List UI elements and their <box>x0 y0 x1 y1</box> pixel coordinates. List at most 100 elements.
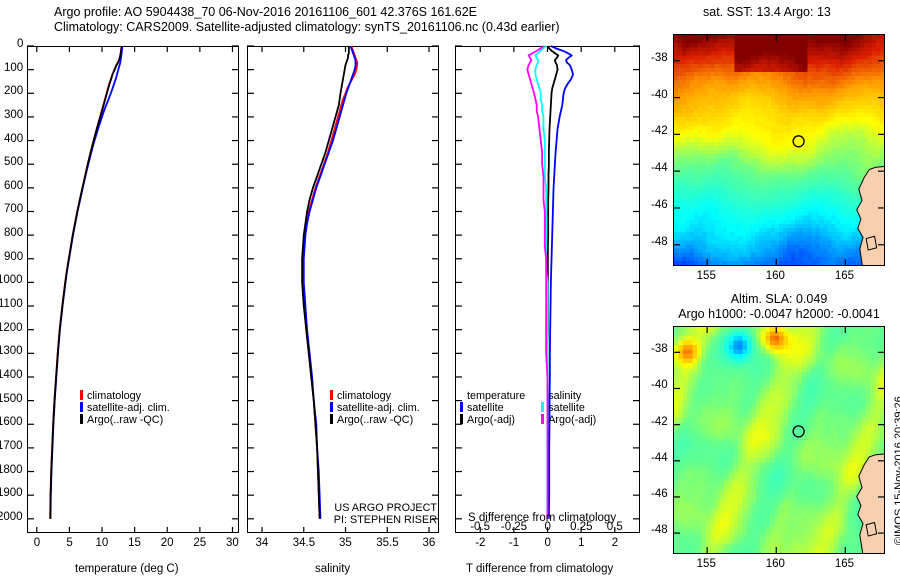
salinity-xlabel: salinity <box>315 563 351 575</box>
legend-item: Argo(-adj) <box>460 414 525 426</box>
tick-label: 0 <box>544 521 551 533</box>
tick-label: 1 <box>578 537 585 549</box>
legend-label: satellite <box>467 402 504 414</box>
legend-swatch-satellite <box>330 402 333 412</box>
tick-label: 0 <box>33 537 41 549</box>
tick-label: -0.25 <box>500 521 528 533</box>
legend-label: Argo(..raw -QC) <box>87 414 164 426</box>
tick-label: 0.25 <box>570 521 593 533</box>
tick-label: 34.5 <box>292 537 316 549</box>
sla-map-canvas <box>674 327 884 553</box>
sla-title-line-2: Argo h1000: -0.0047 h2000: -0.0041 <box>678 307 880 321</box>
legend-group-header: temperature <box>467 390 526 402</box>
temperature-panel <box>27 46 239 533</box>
salinity-legend: climatology satellite-adj. clim. Argo(..… <box>330 390 420 426</box>
tick-label: 1300 <box>0 345 23 358</box>
tick-label: 0 <box>17 38 24 50</box>
tick-label: 2000 <box>0 510 23 523</box>
tick-label: -40 <box>651 379 668 392</box>
legend-swatch-temp-satellite <box>460 402 463 412</box>
difference-plot-canvas <box>455 45 640 533</box>
tick-label: 500 <box>4 156 24 169</box>
salinity-panel <box>247 46 439 533</box>
tick-label: 30 <box>225 537 239 549</box>
legend-label: satellite <box>548 402 585 414</box>
tick-label: 35 <box>339 537 352 549</box>
legend-group-salinity: salinity satellite Argo(-adj) <box>541 390 596 426</box>
tick-label: 400 <box>4 132 24 145</box>
difference-legend: temperature satellite Argo(-adj) salinit… <box>460 390 596 426</box>
tick-label: 165 <box>834 270 854 282</box>
tick-label: -46 <box>651 198 668 211</box>
sst-map-title: sat. SST: 13.4 Argo: 13 <box>703 5 831 19</box>
sst-map[interactable] <box>673 34 885 266</box>
tick-label: 1900 <box>0 487 23 500</box>
temperature-xlabel: temperature (deg C) <box>75 563 179 575</box>
tick-label: 1700 <box>0 439 23 452</box>
tick-label: 0 <box>544 537 551 549</box>
tick-label: -44 <box>651 162 668 175</box>
tick-label: 1400 <box>0 368 23 381</box>
legend-swatch-sal-satellite <box>541 402 545 412</box>
legend-swatch-argo <box>80 414 83 424</box>
tick-label: 165 <box>834 558 854 570</box>
legend-group-header: salinity <box>548 390 582 402</box>
tick-label: -42 <box>651 125 668 138</box>
legend-label: satellite-adj. clim. <box>87 402 170 414</box>
sla-map[interactable] <box>673 326 885 554</box>
tick-label: 1500 <box>0 392 23 405</box>
tick-label: -42 <box>651 415 668 428</box>
tick-label: 160 <box>765 558 785 570</box>
legend-swatch-sal-argo <box>541 414 545 424</box>
legend-label: climatology <box>87 390 142 402</box>
tick-label: -44 <box>651 451 668 464</box>
tick-label: 15 <box>128 537 141 549</box>
tick-label: 1800 <box>0 463 23 476</box>
tick-label: 10 <box>95 537 109 549</box>
tick-label: 35.5 <box>376 537 399 549</box>
tick-label: -46 <box>651 487 668 500</box>
tick-label: 25 <box>193 537 207 549</box>
legend-swatch-argo <box>330 414 333 424</box>
sla-map-title: Altim. SLA: 0.049 Argo h1000: -0.0047 h2… <box>668 292 890 322</box>
tick-label: 200 <box>4 85 24 98</box>
legend-item: climatology <box>80 390 170 402</box>
legend-item: satellite <box>460 402 525 414</box>
tick-label: 155 <box>696 558 716 570</box>
tick-label: -48 <box>651 524 668 537</box>
tick-label: 36 <box>422 537 436 549</box>
credit-block: US ARGO PROJECT PI: STEPHEN RISER <box>329 502 437 526</box>
legend-item: climatology <box>330 390 420 402</box>
tick-label: 1100 <box>0 298 23 311</box>
tick-label: 20 <box>160 537 174 549</box>
tick-label: 5 <box>66 537 73 549</box>
legend-label: Argo(-adj) <box>467 414 516 426</box>
difference-xlabel-bottom: T difference from climatology <box>466 563 614 575</box>
tick-label: -40 <box>651 88 668 101</box>
tick-label: -38 <box>651 51 668 64</box>
tick-label: 34 <box>255 537 269 549</box>
salinity-plot-canvas <box>247 45 439 533</box>
tick-label: 600 <box>4 179 24 192</box>
tick-label: 1200 <box>0 321 23 334</box>
credit-line-1: US ARGO PROJECT <box>334 502 437 514</box>
tick-label: 0.5 <box>606 521 623 533</box>
legend-label: Argo(..raw -QC) <box>337 414 414 426</box>
tick-label: 800 <box>4 227 24 240</box>
tick-label: 2 <box>611 537 619 549</box>
tick-label: 100 <box>4 61 24 74</box>
legend-item: Argo(..raw -QC) <box>80 414 170 426</box>
legend-item: satellite-adj. clim. <box>330 402 420 414</box>
title-line-2: Climatology: CARS2009. Satellite-adjuste… <box>54 20 560 34</box>
tick-label: -1 <box>508 537 520 549</box>
difference-xlabel-top: S difference from climatology <box>468 512 617 524</box>
legend-label: Argo(-adj) <box>548 414 597 426</box>
tick-label: -2 <box>475 537 486 549</box>
tick-label: 900 <box>4 250 24 263</box>
tick-label: 160 <box>765 270 785 282</box>
sla-title-line-1: Altim. SLA: 0.049 <box>730 292 828 306</box>
tick-label: 700 <box>4 203 24 216</box>
tick-label: 155 <box>696 270 716 282</box>
tick-label: 300 <box>4 108 24 121</box>
tick-label: 1000 <box>0 274 23 287</box>
